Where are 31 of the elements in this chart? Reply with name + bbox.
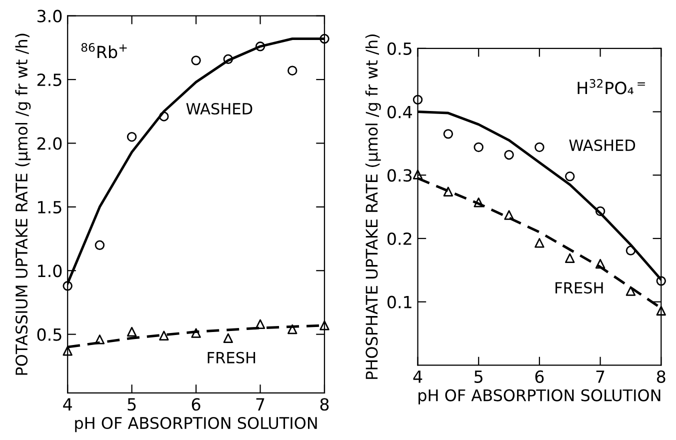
y-tick-label: 2.0 [37, 137, 62, 150]
x-tick-label: 5 [128, 398, 136, 411]
x-axis-title: pH OF ABSORPTION SOLUTION [418, 389, 660, 404]
y-axis-title: POTASSIUM UPTAKE RATE (μmol /g fr wt /h) [15, 34, 31, 375]
y-tick-label: 3.0 [38, 10, 62, 22]
x-tick-label: 6 [535, 370, 544, 383]
y-tick-label: 0.1 [388, 296, 412, 308]
x-tick-label: 4 [413, 370, 422, 383]
x-tick-label: 4 [63, 398, 72, 410]
y-tick-label: 2.5 [37, 74, 62, 86]
y-tick-label: 0.2 [388, 232, 412, 246]
y-tick-label: 1.0 [38, 264, 62, 278]
series-label: FRESH [556, 282, 603, 294]
x-tick-label: 8 [320, 398, 329, 411]
series-label: WASHED [186, 102, 252, 115]
x-axis-title: pH OF ABSORPTION SOLUTION [75, 416, 317, 432]
y-tick-label: 1.5 [38, 201, 62, 214]
y-tick-label: 0.4 [388, 106, 412, 118]
series-label: WASHED [569, 139, 636, 152]
x-tick-label: 7 [256, 398, 264, 410]
y-axis-title: PHOSPHATE UPTAKE RATE (μmol /g fr wt /h) [365, 34, 381, 379]
x-tick-label: 5 [474, 370, 482, 383]
annotation: $^{86}$Rb$^{+}$ [81, 42, 127, 58]
y-tick-label: 0.3 [388, 169, 412, 182]
x-tick-label: 7 [596, 370, 604, 383]
series-label: FRESH [208, 352, 256, 364]
y-tick-label: 0.5 [388, 42, 412, 55]
y-tick-label: 0.5 [37, 328, 62, 341]
x-tick-label: 8 [656, 370, 666, 383]
annotation: H$^{32}$PO₄$^{=}$ [578, 79, 645, 94]
x-tick-label: 6 [192, 398, 200, 411]
